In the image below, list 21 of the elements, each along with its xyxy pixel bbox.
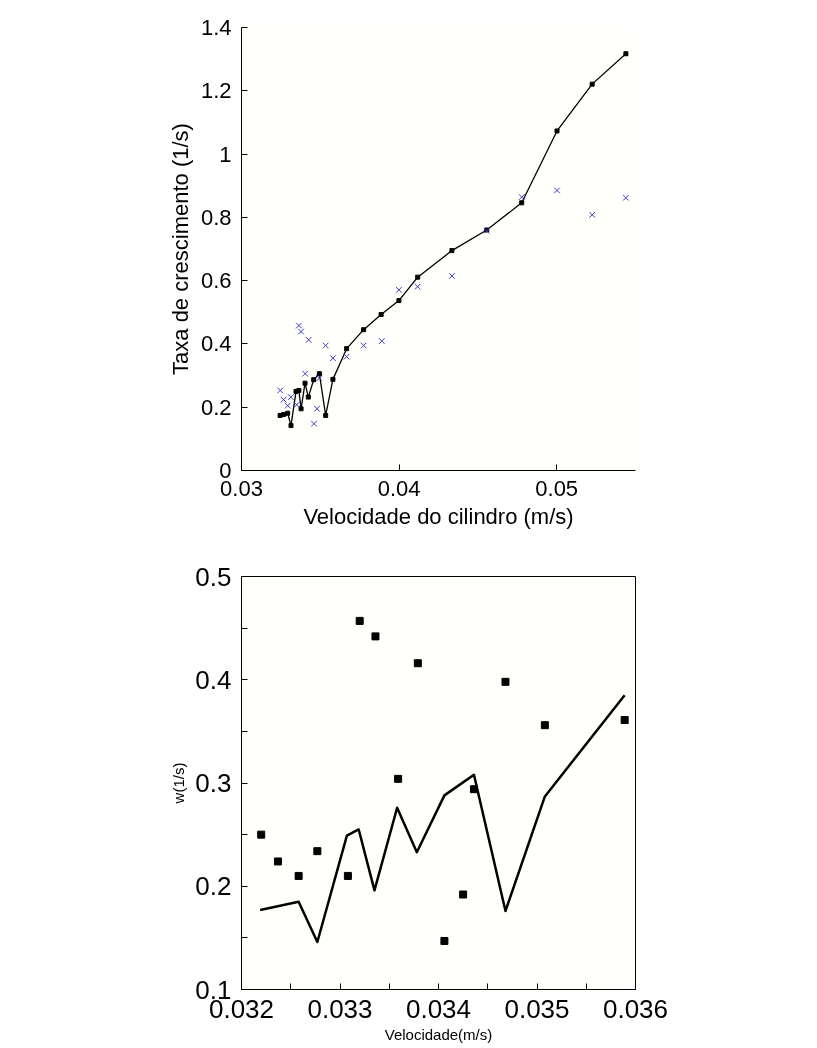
y-tick-label: 1	[219, 141, 232, 167]
y-tick-label: 0.3	[195, 768, 232, 798]
y-tick-label: 0.2	[200, 394, 232, 420]
y-tick-label: 1.2	[200, 78, 232, 104]
y-tick-label: 0.2	[195, 871, 232, 902]
y-tick-label: 0.4	[195, 664, 232, 695]
y-tick-label: 0.5	[195, 561, 232, 592]
y-tick-label: 1.4	[200, 15, 232, 40]
y-axis-title: w(1/s)	[170, 762, 188, 805]
y-tick-label: 0.6	[200, 268, 232, 294]
x-axis-title: Velocidade(m/s)	[384, 1025, 493, 1043]
x-tick-label: 0.034	[405, 993, 472, 1024]
x-tick-label: 0.033	[307, 993, 373, 1024]
y-tick-label: 0.8	[200, 204, 232, 230]
y-axis-title: Taxa de crescimento (1/s)	[167, 123, 193, 375]
x-tick-label: 0.05	[535, 475, 579, 501]
y-tick-label: 0.4	[200, 331, 232, 357]
x-tick-label: 0.04	[377, 475, 421, 501]
x-axis-title: Velocidade do cilindro (m/s)	[303, 503, 574, 529]
x-tick-label: 0.036	[602, 993, 669, 1024]
x-tick-label: 0.035	[504, 993, 570, 1024]
